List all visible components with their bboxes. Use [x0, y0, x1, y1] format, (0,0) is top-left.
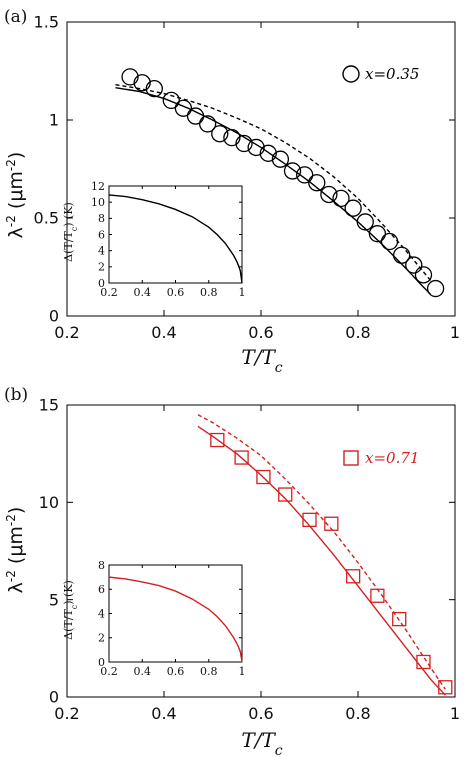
panel-a-inset-xtick-label: 0.2	[100, 286, 118, 299]
panel-a-legend-marker	[342, 65, 360, 83]
panel-b-data-point	[234, 450, 249, 465]
panel-a-inset-ytick-label: 10	[91, 196, 105, 209]
panel-b-xlabel: T/Tc	[241, 728, 282, 757]
panel-b-data-point	[256, 469, 271, 485]
panel-b-legend-label: x=0.71	[365, 449, 419, 467]
panel-b-dashed-fit-line	[197, 414, 446, 690]
panel-a-data-point	[186, 107, 205, 125]
panel-b-data-point	[324, 516, 339, 531]
panel-b-data-point	[278, 487, 293, 502]
panel-a-inset-gap-curve	[108, 194, 243, 284]
panel-a-dashed-fit-line	[115, 84, 432, 282]
panel-a-inset-background	[73, 178, 250, 303]
panel-a-xlabel: T/Tc	[241, 345, 282, 376]
panel-b-xtick-label: 0.4	[151, 704, 176, 723]
panel-b-legend-marker	[343, 450, 359, 466]
panel-b-xtick-label: 1	[450, 704, 460, 723]
panel-a-data-point	[198, 115, 217, 133]
panel-a-inset-ylabel: Δ(T/Tc) (K)	[62, 202, 79, 262]
panel-b-inset-xtick-label: 0.6	[167, 665, 185, 678]
panel-a-data-point	[121, 68, 139, 86]
panel-a-data-point	[308, 174, 326, 192]
panel-a-inset-ytick-label: 2	[98, 261, 105, 274]
panel-b-inset-xtick-label: 0.4	[134, 665, 152, 678]
panel-a-ytick-label: 0.5	[34, 209, 59, 228]
panel-a-inset-xtick-label: 1	[239, 286, 246, 299]
panel-b-inset-ytick-label: 8	[98, 559, 105, 572]
panel-b-ytick-label: 0	[49, 688, 59, 707]
panel-b-xtick-label: 0.8	[345, 704, 370, 723]
panel-a-ylabel: λ-2 (μm-2)	[4, 152, 27, 239]
panel-b-data-point	[345, 569, 361, 584]
panel-a-inset-xtick-label: 0.6	[167, 286, 185, 299]
panel-a-data-point	[332, 189, 350, 208]
panel-b-inset-gap-curve	[108, 576, 243, 663]
panel-a-xtick-label: 0.4	[151, 323, 176, 342]
panel-a-label: (a)	[4, 7, 27, 27]
panel-a-xtick-label: 1	[450, 323, 460, 342]
panel-b-ytick-label: 10	[39, 493, 59, 512]
panel-a-inset-ytick-label: 8	[98, 212, 105, 225]
panel-a-data-point	[174, 99, 193, 117]
panel-a-data-point	[259, 144, 277, 162]
panel-b-inset-ytick-label: 0	[98, 656, 105, 669]
panel-b-data-point	[392, 611, 407, 627]
panel-b-ytick-label: 5	[49, 590, 59, 609]
panel-a-data-point	[405, 256, 423, 274]
panel-a-ytick-label: 0	[49, 307, 59, 326]
panel-a-xtick-label: 0.8	[345, 323, 370, 342]
panel-a-data-point	[344, 199, 362, 217]
panel-a-inset-xtick-label: 0.4	[134, 286, 152, 299]
panel-a-legend-label: x=0.35	[365, 65, 419, 83]
panel-a-data-point	[162, 91, 180, 110]
panel-b-xtick-label: 0.2	[54, 704, 79, 723]
chart-marks: 0.2 0.4 0.6 0.8 100.511.50.2 0.4 0.6 0.8 1024681…	[34, 13, 461, 723]
panel-a-inset-ytick-label: 6	[98, 228, 105, 241]
panel-a-xtick-label: 0.6	[248, 323, 273, 342]
panel-b-solid-fit-line	[197, 425, 446, 696]
panel-a-data-point	[356, 213, 374, 231]
panel-b-inset-xtick-label: 0.8	[200, 665, 218, 678]
panel-a-inset-ytick-label: 0	[98, 277, 105, 290]
panel-a-data-point	[414, 266, 433, 284]
panel-a-ytick-label: 1.5	[34, 13, 59, 32]
panel-b-ytick-label: 15	[39, 396, 59, 415]
panel-a-data-point	[145, 79, 163, 98]
panel-b-xtick-label: 0.6	[248, 704, 273, 723]
panel-a-xtick-label: 0.2	[54, 323, 79, 342]
panel-a-data-point	[271, 150, 290, 168]
panel-a-solid-fit-line	[115, 86, 432, 295]
panel-b-ylabel: λ-2 (μm-2)	[4, 507, 27, 594]
panel-a-inset-ytick-label: 12	[91, 180, 105, 193]
panel-b-inset-ytick-label: 4	[98, 607, 105, 620]
panel-a-data-point	[426, 279, 445, 298]
panel-b-inset-ytick-label: 6	[98, 583, 105, 596]
panel-a-data-point	[235, 134, 253, 153]
panel-a-data-point	[320, 185, 338, 204]
panel-a-inset-xtick-label: 0.8	[200, 286, 218, 299]
panel-b-inset-xtick-label: 1	[239, 665, 246, 678]
panel-b-label: (b)	[4, 385, 28, 405]
panel-a-inset-ytick-label: 4	[98, 245, 105, 258]
panel-a-data-point	[283, 162, 302, 180]
panel-a-data-point	[368, 225, 387, 243]
panel-a-data-point	[295, 166, 314, 184]
panel-b-data-point	[210, 432, 225, 448]
panel-b-inset-ytick-label: 2	[98, 632, 105, 645]
panel-b-inset-ylabel: Δ(T/Tc) (K)	[62, 580, 79, 640]
panel-a-data-point	[211, 125, 229, 143]
panel-a-ytick-label: 1	[49, 111, 59, 130]
panel-b-data-point	[416, 654, 431, 670]
panel-a-data-point	[247, 138, 265, 157]
panel-a-data-point	[133, 74, 151, 92]
panel-b-inset-xtick-label: 0.2	[100, 665, 118, 678]
